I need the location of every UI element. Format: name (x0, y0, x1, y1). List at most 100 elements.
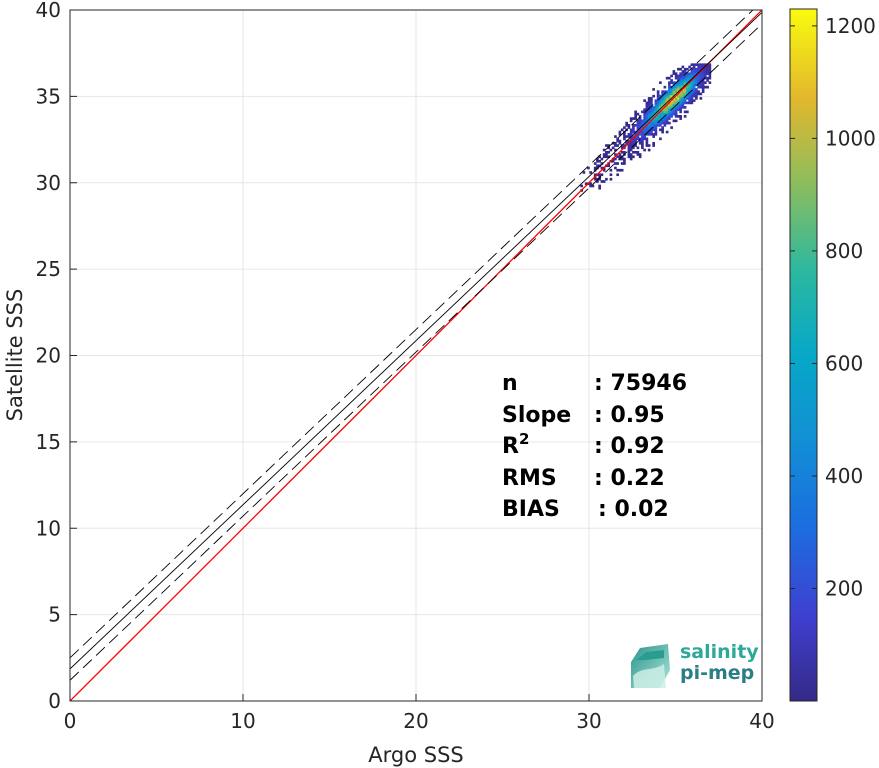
density-cell (647, 117, 651, 120)
density-cell (636, 124, 640, 127)
density-cell (706, 67, 709, 71)
density-cell (654, 108, 658, 111)
density-cell (674, 85, 678, 89)
density-cell (690, 85, 694, 89)
density-cell (683, 79, 687, 82)
density-cell (686, 90, 689, 93)
density-cell (652, 141, 655, 145)
logo-line1: salinity (680, 641, 759, 663)
density-cell (632, 124, 635, 127)
density-cell (663, 124, 667, 127)
density-cell (629, 144, 633, 147)
density-cell (652, 126, 655, 129)
density-cell (600, 162, 604, 165)
density-cell (692, 92, 696, 96)
density-cell (638, 119, 642, 123)
density-cell (638, 117, 642, 120)
density-cell (679, 79, 682, 82)
density-cell (629, 130, 633, 134)
density-cell (636, 153, 640, 156)
density-cell (641, 119, 644, 123)
density-cell (663, 119, 667, 123)
density-cell (641, 137, 644, 141)
y-tick-label: 15 (36, 430, 61, 454)
density-cell (580, 184, 583, 188)
colorbar-tick-label: 1000 (825, 126, 876, 150)
density-cell (677, 108, 680, 111)
density-cell (598, 184, 601, 188)
density-cell (672, 101, 676, 105)
density-cell (627, 135, 631, 138)
density-cell (681, 99, 685, 102)
density-cell (645, 119, 649, 123)
density-cell (683, 67, 687, 71)
density-cell (661, 121, 664, 125)
stat-slope: Slope : 0.95 (502, 400, 687, 432)
density-cell (623, 144, 626, 147)
density-cell (616, 144, 619, 147)
colorbar-tick-label: 1200 (825, 14, 876, 38)
density-cell (647, 144, 651, 147)
density-cell (674, 88, 678, 91)
density-cell (683, 81, 687, 84)
density-cell (677, 81, 680, 84)
x-tick-label: 20 (403, 709, 428, 733)
density-cell (620, 168, 624, 172)
density-cell (656, 99, 660, 102)
density-cell (641, 146, 644, 150)
density-cell (699, 76, 703, 80)
density-cell (641, 144, 644, 147)
density-cell (679, 115, 682, 118)
density-cell (627, 148, 631, 152)
density-cell (692, 85, 696, 89)
density-cell (600, 157, 604, 161)
density-cell (641, 130, 644, 134)
density-cell (616, 162, 619, 165)
density-cell (636, 146, 640, 150)
density-cell (616, 139, 619, 143)
density-cell (618, 153, 622, 156)
density-cell (701, 72, 705, 76)
density-cell (654, 99, 658, 102)
density-cell (688, 65, 691, 69)
density-cell (663, 117, 667, 120)
density-cell (584, 182, 588, 186)
density-cell (697, 85, 700, 89)
density-cell (683, 70, 687, 73)
density-cell (683, 74, 687, 78)
density-cell (634, 115, 637, 118)
density-cell (692, 81, 696, 84)
density-cell (609, 177, 613, 181)
y-axis-ticks: 0 5 10 15 20 25 30 35 40 (36, 0, 77, 713)
density-cell (656, 90, 660, 93)
density-cell (643, 117, 646, 120)
density-cell (650, 117, 653, 120)
density-cell (650, 132, 653, 136)
density-cell (623, 132, 626, 136)
density-cell (632, 130, 635, 134)
density-cell (679, 103, 682, 107)
density-cell (625, 141, 628, 145)
density-cell (656, 106, 660, 109)
density-cell (677, 97, 680, 100)
density-cell (629, 146, 633, 150)
density-cell (596, 164, 599, 168)
density-cell (668, 97, 671, 100)
density-cell (627, 132, 631, 136)
density-cell (677, 103, 680, 107)
density-cell (686, 101, 689, 105)
density-cell (708, 65, 712, 69)
density-cell (697, 92, 700, 96)
density-cell (641, 132, 644, 136)
density-cell (690, 88, 694, 91)
density-cell (650, 97, 653, 100)
density-cell (654, 121, 658, 125)
density-cell (674, 115, 678, 118)
density-cell (638, 124, 642, 127)
density-cell (636, 130, 640, 134)
stat-rms-label: RMS (502, 465, 557, 491)
density-cell (663, 108, 667, 111)
density-cell (620, 162, 624, 165)
pi-mep-logo-icon (631, 644, 670, 688)
density-cell (697, 67, 700, 71)
